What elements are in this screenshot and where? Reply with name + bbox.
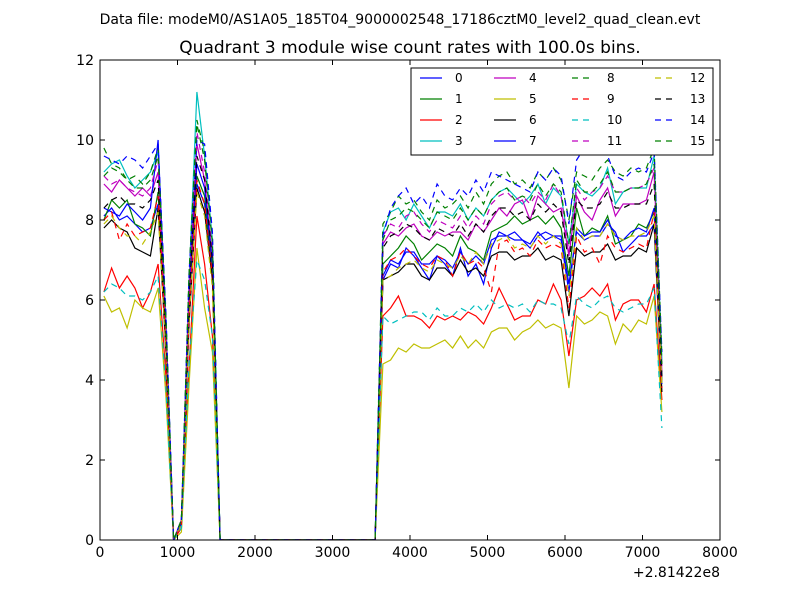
legend-label: 5 — [529, 92, 537, 106]
series-line-2 — [103, 215, 663, 540]
chart-suptitle: Data file: modeM0/AS1A05_185T04_90000025… — [100, 12, 701, 28]
legend-label: 3 — [455, 134, 463, 148]
legend-item: 0 — [420, 71, 463, 85]
y-tick-label: 0 — [85, 533, 94, 549]
legend-label: 14 — [690, 113, 705, 127]
x-tick-label: 3000 — [315, 545, 351, 561]
legend-label: 7 — [529, 134, 537, 148]
legend-item: 15 — [655, 134, 705, 148]
legend-item: 6 — [494, 113, 537, 127]
x-tick-label: 2000 — [237, 545, 273, 561]
legend-item: 9 — [572, 92, 615, 106]
series-line-13 — [103, 155, 663, 540]
y-tick-label: 4 — [85, 373, 94, 389]
legend-label: 0 — [455, 71, 463, 85]
y-tick-label: 8 — [85, 213, 94, 229]
legend-label: 11 — [607, 134, 622, 148]
y-tick-label: 12 — [76, 53, 94, 69]
legend-label: 4 — [529, 71, 537, 85]
legend-item: 11 — [572, 134, 622, 148]
series-line-11 — [103, 131, 663, 540]
legend-box — [410, 67, 714, 156]
legend-item: 10 — [572, 113, 622, 127]
legend-label: 1 — [455, 92, 463, 106]
series-line-12 — [103, 191, 663, 540]
legend-item: 3 — [420, 134, 463, 148]
legend-label: 2 — [455, 113, 463, 127]
x-offset-label: +2.81422e8 — [633, 565, 720, 581]
x-tick-label: 1000 — [160, 545, 196, 561]
legend-item: 7 — [494, 134, 537, 148]
legend-label: 12 — [690, 71, 705, 85]
legend-item: 8 — [572, 71, 615, 85]
y-tick-label: 10 — [76, 133, 94, 149]
x-tick-label: 7000 — [625, 545, 661, 561]
y-tick-label: 6 — [85, 293, 94, 309]
legend-item: 13 — [655, 92, 705, 106]
x-tick-label: 0 — [96, 545, 105, 561]
legend-label: 8 — [607, 71, 615, 85]
legend-label: 13 — [690, 92, 705, 106]
chart-title: Quadrant 3 module wise count rates with … — [179, 38, 640, 58]
legend-item: 4 — [494, 71, 537, 85]
legend-item: 2 — [420, 113, 463, 127]
legend-label: 10 — [607, 113, 622, 127]
legend-item: 1 — [420, 92, 463, 106]
x-tick-label: 8000 — [702, 545, 738, 561]
legend-item: 5 — [494, 92, 537, 106]
legend-label: 6 — [529, 113, 537, 127]
x-axis: 0 1000 2000 3000 4000 5000 6000 7000 8000 — [96, 60, 738, 561]
series-line-10 — [103, 259, 663, 540]
legend-item: 14 — [655, 113, 705, 127]
x-tick-label: 5000 — [470, 545, 506, 561]
x-tick-label: 4000 — [392, 545, 428, 561]
legend-item: 12 — [655, 71, 705, 85]
series-line-15 — [103, 123, 663, 540]
series-line-14 — [103, 139, 663, 540]
x-tick-label: 6000 — [547, 545, 583, 561]
series-line-8 — [103, 119, 663, 540]
y-tick-label: 2 — [85, 453, 94, 469]
legend-label: 15 — [690, 134, 705, 148]
series-line-9 — [103, 179, 663, 540]
series-line-5 — [103, 247, 663, 540]
legend-label: 9 — [607, 92, 615, 106]
series-layer — [103, 91, 663, 540]
